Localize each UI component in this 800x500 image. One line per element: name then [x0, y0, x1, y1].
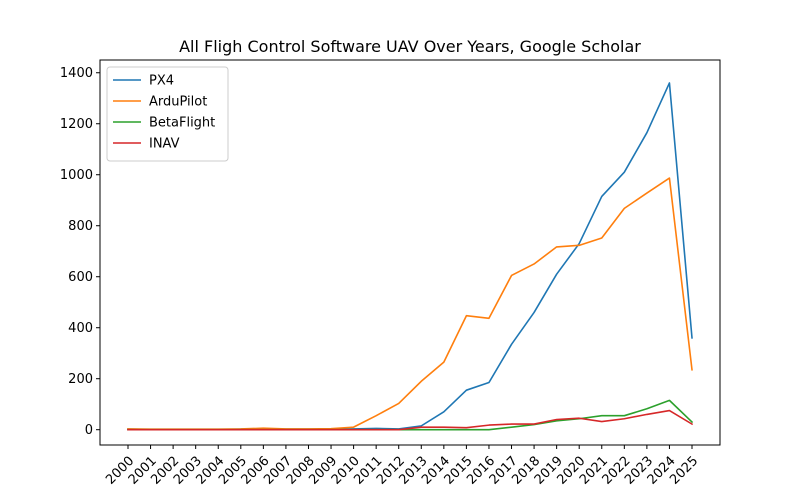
legend: PX4 ArduPilot BetaFlight INAV [106, 66, 229, 162]
y-tick-label: 1000 [60, 168, 93, 183]
x-axis: 2000200120022003200420052006200720082009… [103, 445, 701, 488]
chart-title: All Fligh Control Software UAV Over Year… [179, 37, 641, 56]
y-tick-label: 1400 [60, 66, 93, 81]
series-line-inav [127, 409, 694, 431]
series-line-ardupilot [127, 177, 693, 430]
y-tick-label: 400 [68, 321, 93, 336]
plot-area-frame [99, 59, 721, 446]
y-axis: 0 200 400 600 800 1000 1200 1400 [60, 66, 100, 438]
legend-label-ardupilot: ArduPilot [149, 95, 207, 110]
legend-label-px4: PX4 [149, 74, 174, 89]
y-tick-label: 600 [68, 270, 93, 285]
y-tick-label: 800 [68, 219, 93, 234]
series-line-betaflight [127, 399, 694, 431]
legend-label-inav: INAV [149, 137, 180, 152]
y-tick-label: 0 [85, 423, 93, 438]
y-tick-label: 1200 [60, 117, 93, 132]
y-tick-label: 200 [68, 372, 93, 387]
legend-label-betaflight: BetaFlight [149, 116, 215, 131]
legend-box [106, 66, 229, 162]
series-lines [127, 82, 694, 431]
